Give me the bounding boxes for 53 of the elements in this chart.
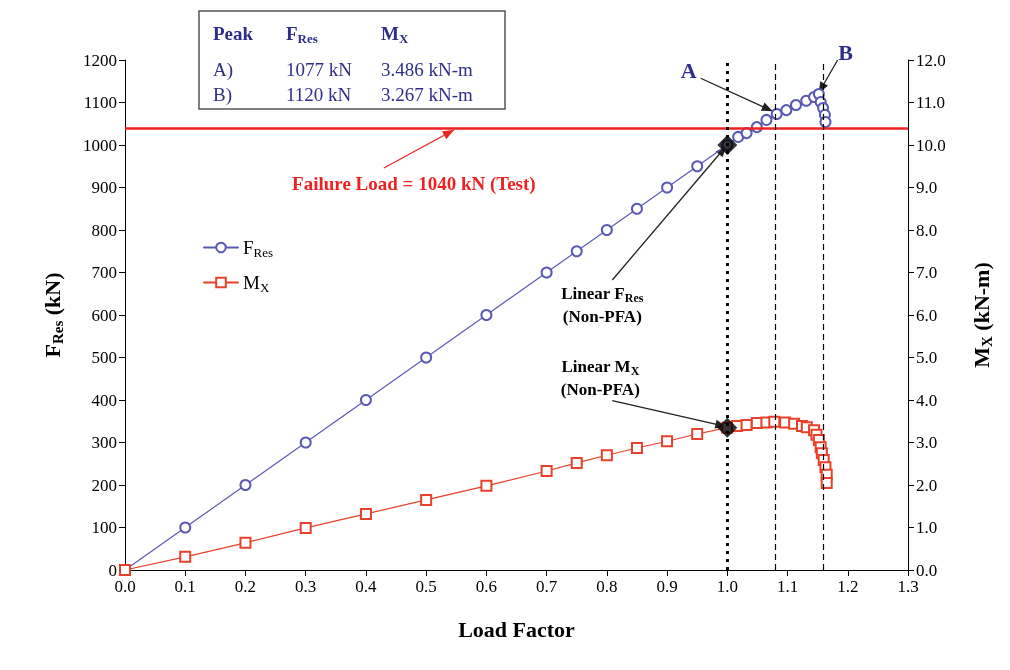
ref-line-label: Failure Load = 1040 kN (Test) [292,172,536,195]
y-tick-label: 0 [108,560,117,580]
y2-tick-label: 6.0 [916,305,938,325]
y-tick-label: 1100 [83,93,117,112]
y2-tick-label: 12.0 [916,50,946,70]
y2-tick-label: 0.0 [916,560,938,580]
y2-tick-label: 8.0 [916,220,938,240]
x-tick-label: 0.9 [656,577,678,596]
y-tick-label: 800 [91,220,117,240]
y-tick-label: 700 [91,263,117,282]
annotation: 3.486 kN-m [381,58,474,80]
annotation: A [680,57,697,83]
y-tick-label: 400 [91,390,117,410]
y-tick-label: 1000 [83,135,117,155]
y2-tick-label: 7.0 [916,263,938,282]
x-tick-label: 1.2 [837,577,859,596]
x-tick-label: 0.1 [174,577,196,596]
y-tick-label: 200 [91,475,117,495]
x-tick-label: 0.2 [234,577,257,596]
x-tick-label: 0.3 [295,577,317,596]
annotation: B) [213,83,232,106]
x-tick-label: 0.5 [415,577,437,596]
y-tick-label: 300 [91,433,117,452]
annotation: A) [213,58,234,81]
y-tick-label: 1200 [83,50,117,70]
y2-tick-label: 5.0 [916,348,938,367]
y2-tick-label: 10.0 [916,135,946,155]
annotation: 3.267 kN-m [381,83,474,105]
x-tick-label: 1.0 [716,577,738,596]
y2-tick-label: 11.0 [916,93,946,112]
x-tick-label: 0.6 [475,577,498,596]
x-tick-label: 1.3 [897,577,919,596]
y-axis-title: FRes (kN) [39,272,66,358]
y2-tick-label: 9.0 [916,178,938,197]
y2-tick-label: 1.0 [916,518,938,537]
annotation: 1120 kN [286,83,352,105]
annotation: 1077 kN [286,58,353,80]
x-tick-label: 0.4 [355,577,378,596]
annotation: B [838,39,854,65]
y2-tick-label: 3.0 [916,433,938,452]
x-axis-title: Load Factor [458,616,576,642]
y-tick-label: 600 [91,305,117,325]
y2-tick-label: 2.0 [916,475,938,495]
x-tick-label: 0.7 [535,577,558,596]
y2-tick-label: 4.0 [916,390,938,410]
x-tick-label: 1.1 [776,577,799,596]
y-tick-label: 500 [91,348,117,367]
y2-axis-title: MX (kN-m) [968,262,995,368]
y-tick-label: 900 [91,178,117,197]
text: Peak [213,22,254,44]
x-tick-label: 0.8 [596,577,618,596]
x-tick-label: 0.0 [114,577,136,596]
y-tick-label: 100 [91,518,117,537]
